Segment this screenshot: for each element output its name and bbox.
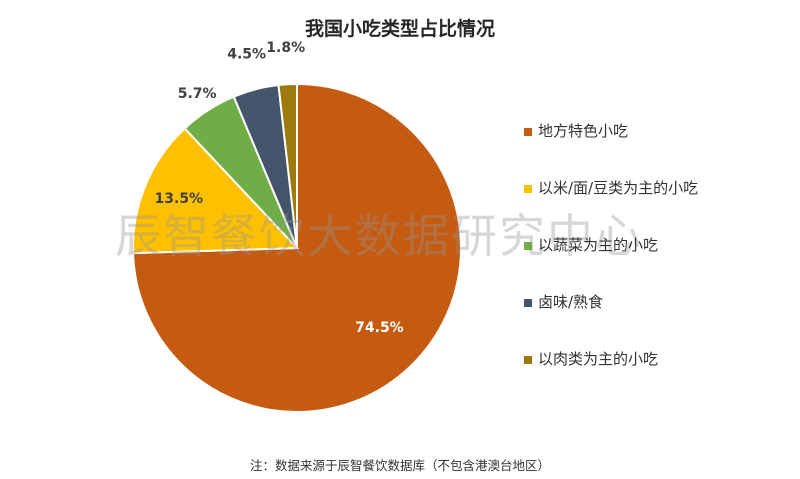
data-label: 13.5% xyxy=(155,191,204,207)
legend-swatch xyxy=(524,185,532,193)
data-label: 4.5% xyxy=(227,46,266,62)
legend-label: 卤味/熟食 xyxy=(538,293,604,311)
pie-value-labels: 74.5% 13.5% 5.7% 4.5% 1.8% xyxy=(155,40,404,336)
legend-swatch xyxy=(524,242,532,250)
data-label: 5.7% xyxy=(178,86,217,102)
pie-slice xyxy=(132,127,300,255)
footnote: 注：数据来源于辰智餐饮数据库（不包含港澳台地区） xyxy=(249,458,550,473)
legend-swatch xyxy=(524,128,532,136)
chart-title: 我国小吃类型占比情况 xyxy=(304,18,495,40)
data-label: 74.5% xyxy=(355,320,404,336)
legend-swatch xyxy=(524,299,532,307)
pie-slice xyxy=(277,82,298,249)
legend-label: 以米/面/豆类为主的小吃 xyxy=(538,179,699,197)
pie-slices xyxy=(132,82,462,413)
legend-swatch xyxy=(524,356,532,364)
legend-label: 地方特色小吃 xyxy=(538,122,629,140)
data-label: 1.8% xyxy=(266,40,305,56)
legend-label: 以蔬菜为主的小吃 xyxy=(538,236,659,254)
legend-label: 以肉类为主的小吃 xyxy=(538,350,659,368)
